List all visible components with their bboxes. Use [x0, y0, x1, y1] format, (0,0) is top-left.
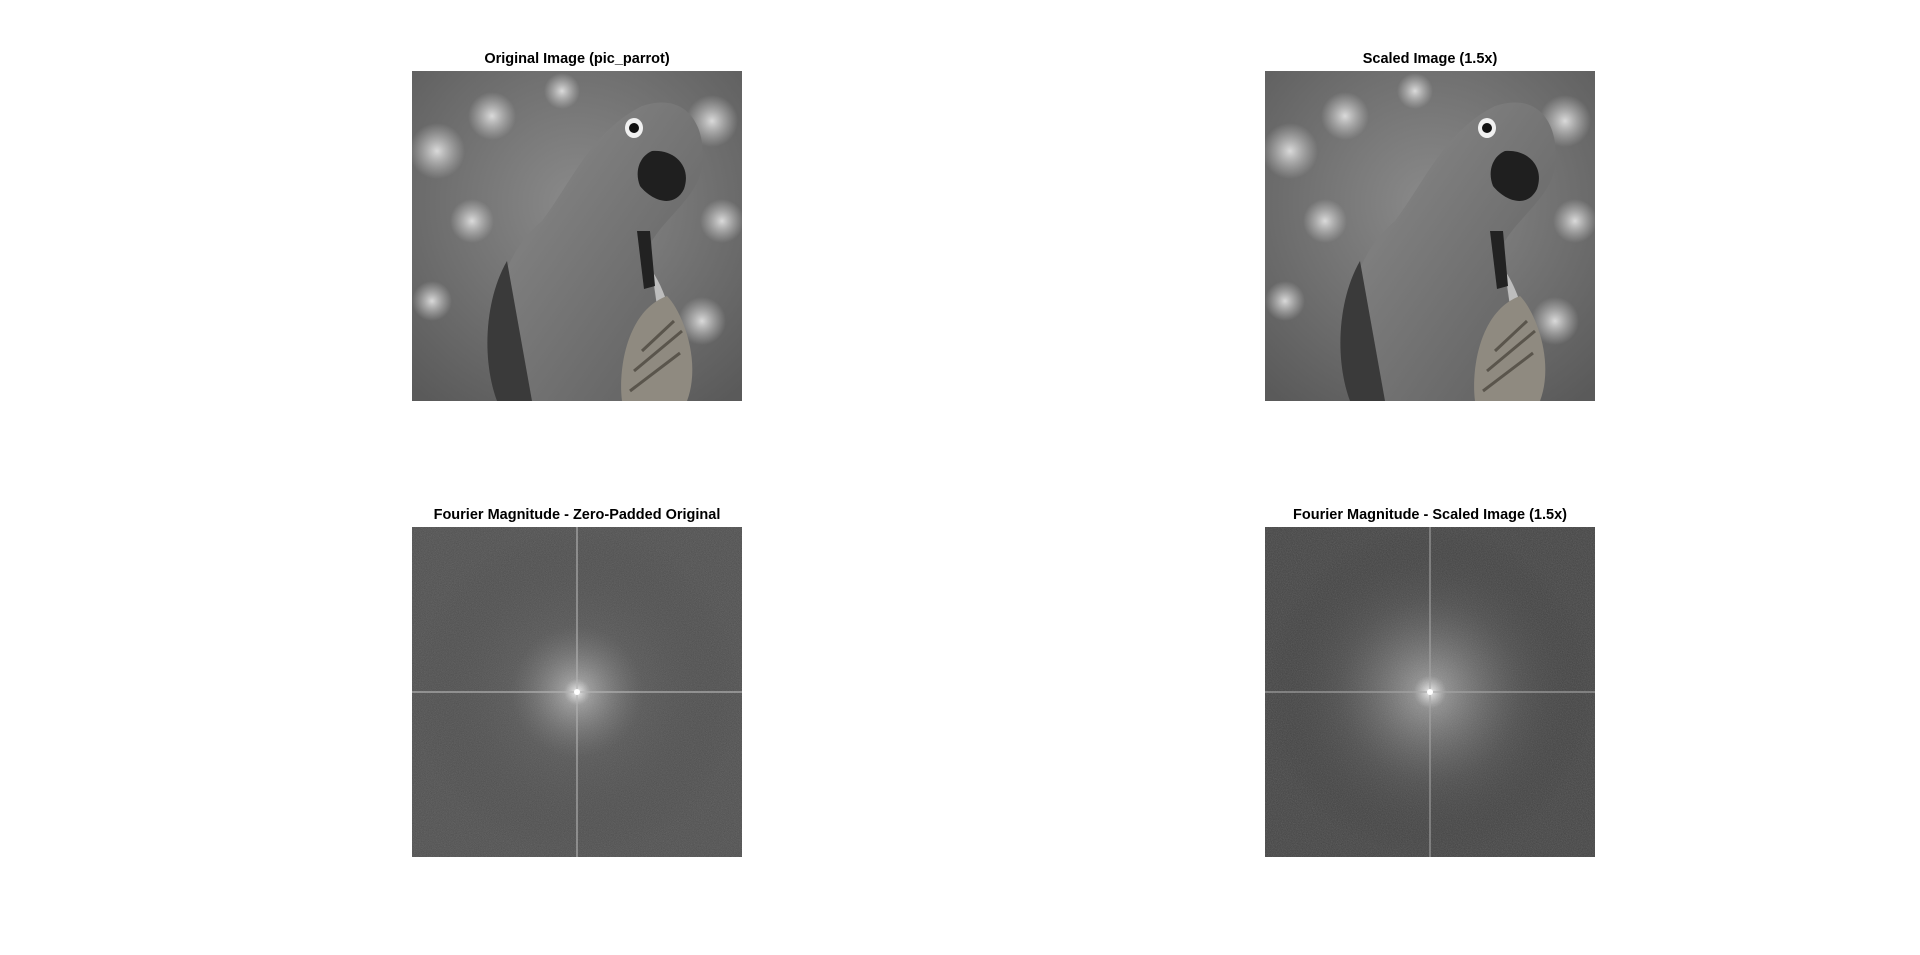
panel-title: Scaled Image (1.5x) — [1362, 51, 1498, 67]
panel-title: Fourier Magnitude - Zero-Padded Original — [433, 507, 721, 523]
parrot-image-scaled — [1265, 71, 1595, 401]
panel-title: Original Image (pic_parrot) — [484, 51, 670, 67]
panel-title: Fourier Magnitude - Scaled Image (1.5x) — [1293, 507, 1567, 523]
fourier-spectrum-image — [412, 527, 742, 857]
parrot-image — [412, 71, 742, 401]
fourier-spectrum-image-scaled — [1265, 527, 1595, 857]
